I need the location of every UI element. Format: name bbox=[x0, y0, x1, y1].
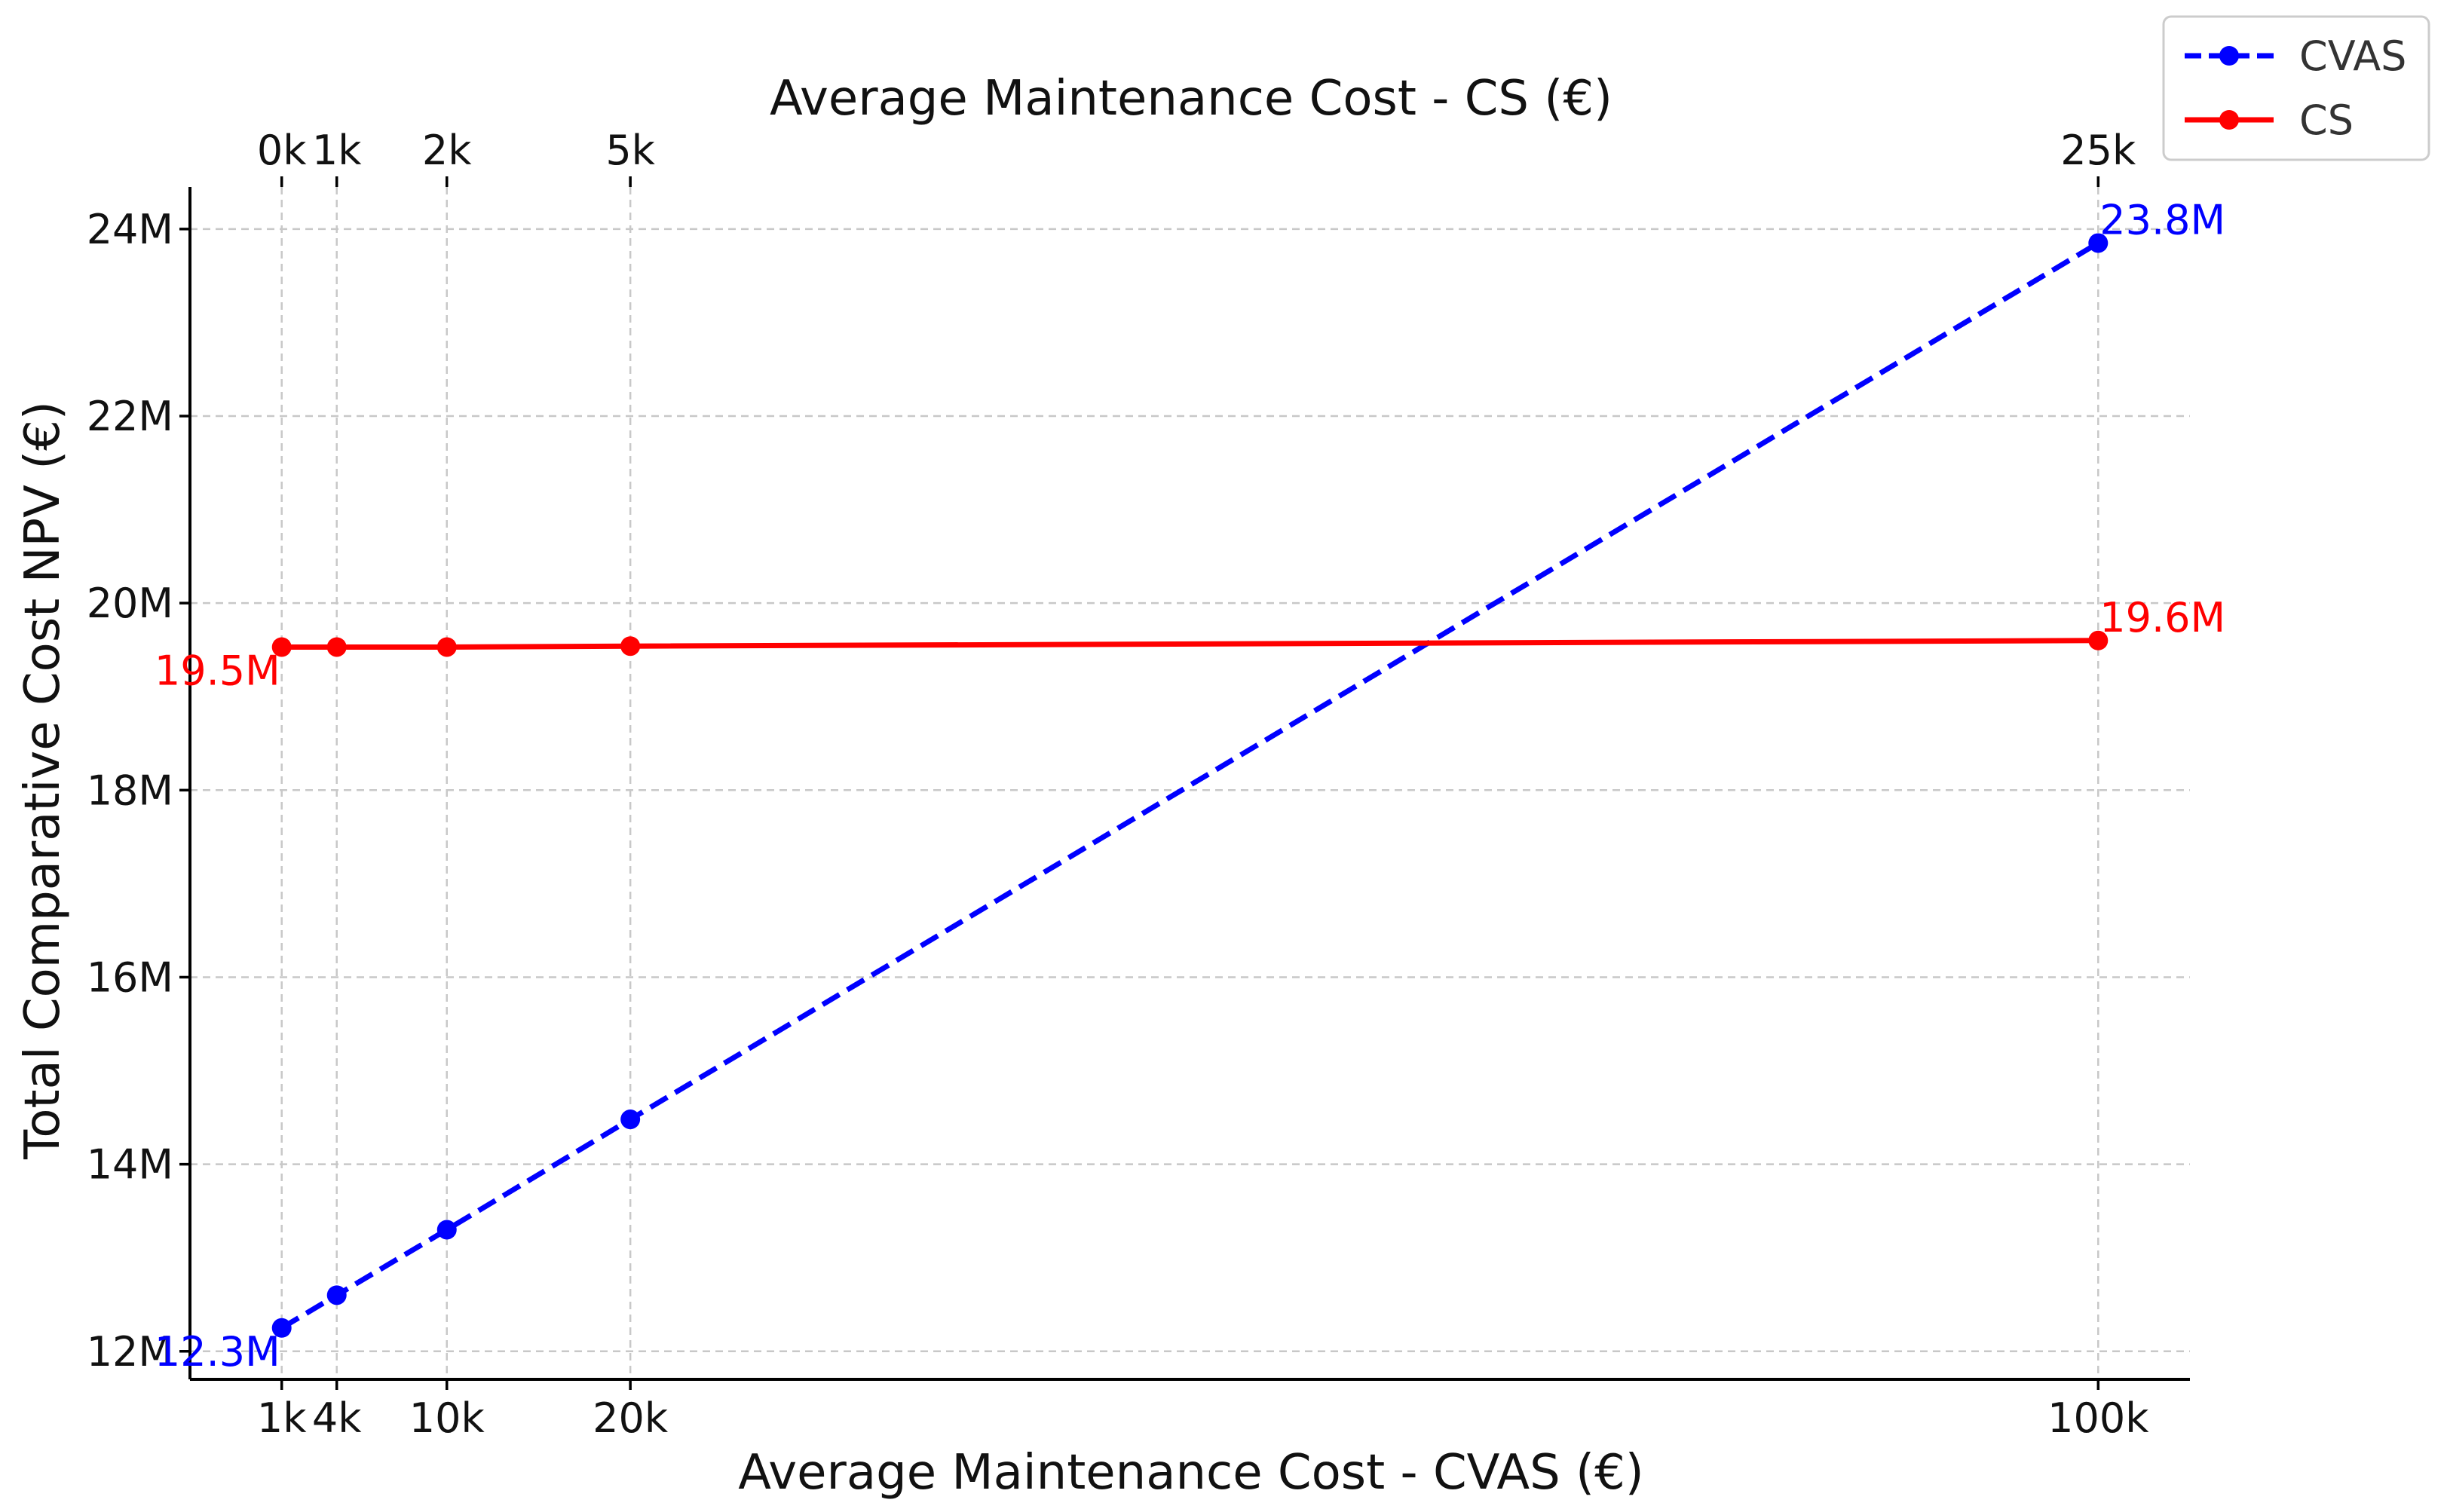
data-point-cvas bbox=[436, 1220, 457, 1240]
y-tick-label: 18M bbox=[87, 767, 173, 814]
data-point-cs bbox=[271, 637, 292, 657]
y-tick-label: 22M bbox=[87, 393, 173, 440]
top-x-tick-label: 0k bbox=[257, 127, 307, 174]
legend-label-cvas: CVAS bbox=[2299, 32, 2406, 80]
y-axis-label: Total Comparative Cost NPV (€) bbox=[15, 401, 71, 1160]
data-point-cvas bbox=[2088, 233, 2109, 253]
data-label-cvas-last: 23.8M bbox=[2099, 196, 2225, 243]
x-tick-label: 4k bbox=[312, 1394, 362, 1442]
chart-title: Average Maintenance Cost - CS (€) bbox=[770, 71, 1612, 127]
series-layer bbox=[271, 233, 2109, 1338]
data-point-cvas bbox=[620, 1110, 641, 1130]
x-tick-label: 10k bbox=[409, 1394, 485, 1442]
top-x-tick-label: 5k bbox=[605, 127, 655, 174]
top-x-tick-label: 1k bbox=[312, 127, 362, 174]
x-axis-label: Average Maintenance Cost - CVAS (€) bbox=[738, 1445, 1644, 1501]
top-x-tick-label: 25k bbox=[2060, 127, 2136, 174]
data-point-cs bbox=[2088, 630, 2109, 650]
grid-layer bbox=[190, 187, 2190, 1379]
legend-marker-cvas bbox=[2219, 46, 2239, 66]
x-tick-label: 1k bbox=[257, 1394, 307, 1442]
data-point-cvas bbox=[326, 1285, 347, 1305]
data-point-cs bbox=[620, 636, 641, 657]
top-x-tick-label: 2k bbox=[422, 127, 472, 174]
legend: CVAS CS bbox=[2162, 15, 2430, 161]
x-tick-label: 20k bbox=[593, 1394, 669, 1442]
data-label-cs-last: 19.6M bbox=[2099, 594, 2225, 641]
annotation-layer: 12.3M 23.8M 19.5M 19.6M bbox=[155, 196, 2225, 1375]
y-tick-label: 12M bbox=[87, 1328, 173, 1376]
data-label-cvas-first: 12.3M bbox=[155, 1328, 280, 1376]
legend-label-cs: CS bbox=[2299, 96, 2354, 144]
legend-marker-cs bbox=[2219, 110, 2239, 130]
data-point-cvas bbox=[271, 1318, 292, 1338]
data-point-cs bbox=[436, 637, 457, 657]
series-line-cvas bbox=[280, 240, 2100, 1330]
data-label-cs-first: 19.5M bbox=[155, 647, 280, 694]
y-tick-label: 24M bbox=[87, 206, 173, 253]
x-tick-label: 100k bbox=[2047, 1394, 2149, 1442]
y-tick-label: 14M bbox=[87, 1141, 173, 1189]
y-tick-label: 20M bbox=[87, 580, 173, 627]
y-tick-label: 16M bbox=[87, 953, 173, 1001]
data-point-cs bbox=[326, 637, 347, 657]
